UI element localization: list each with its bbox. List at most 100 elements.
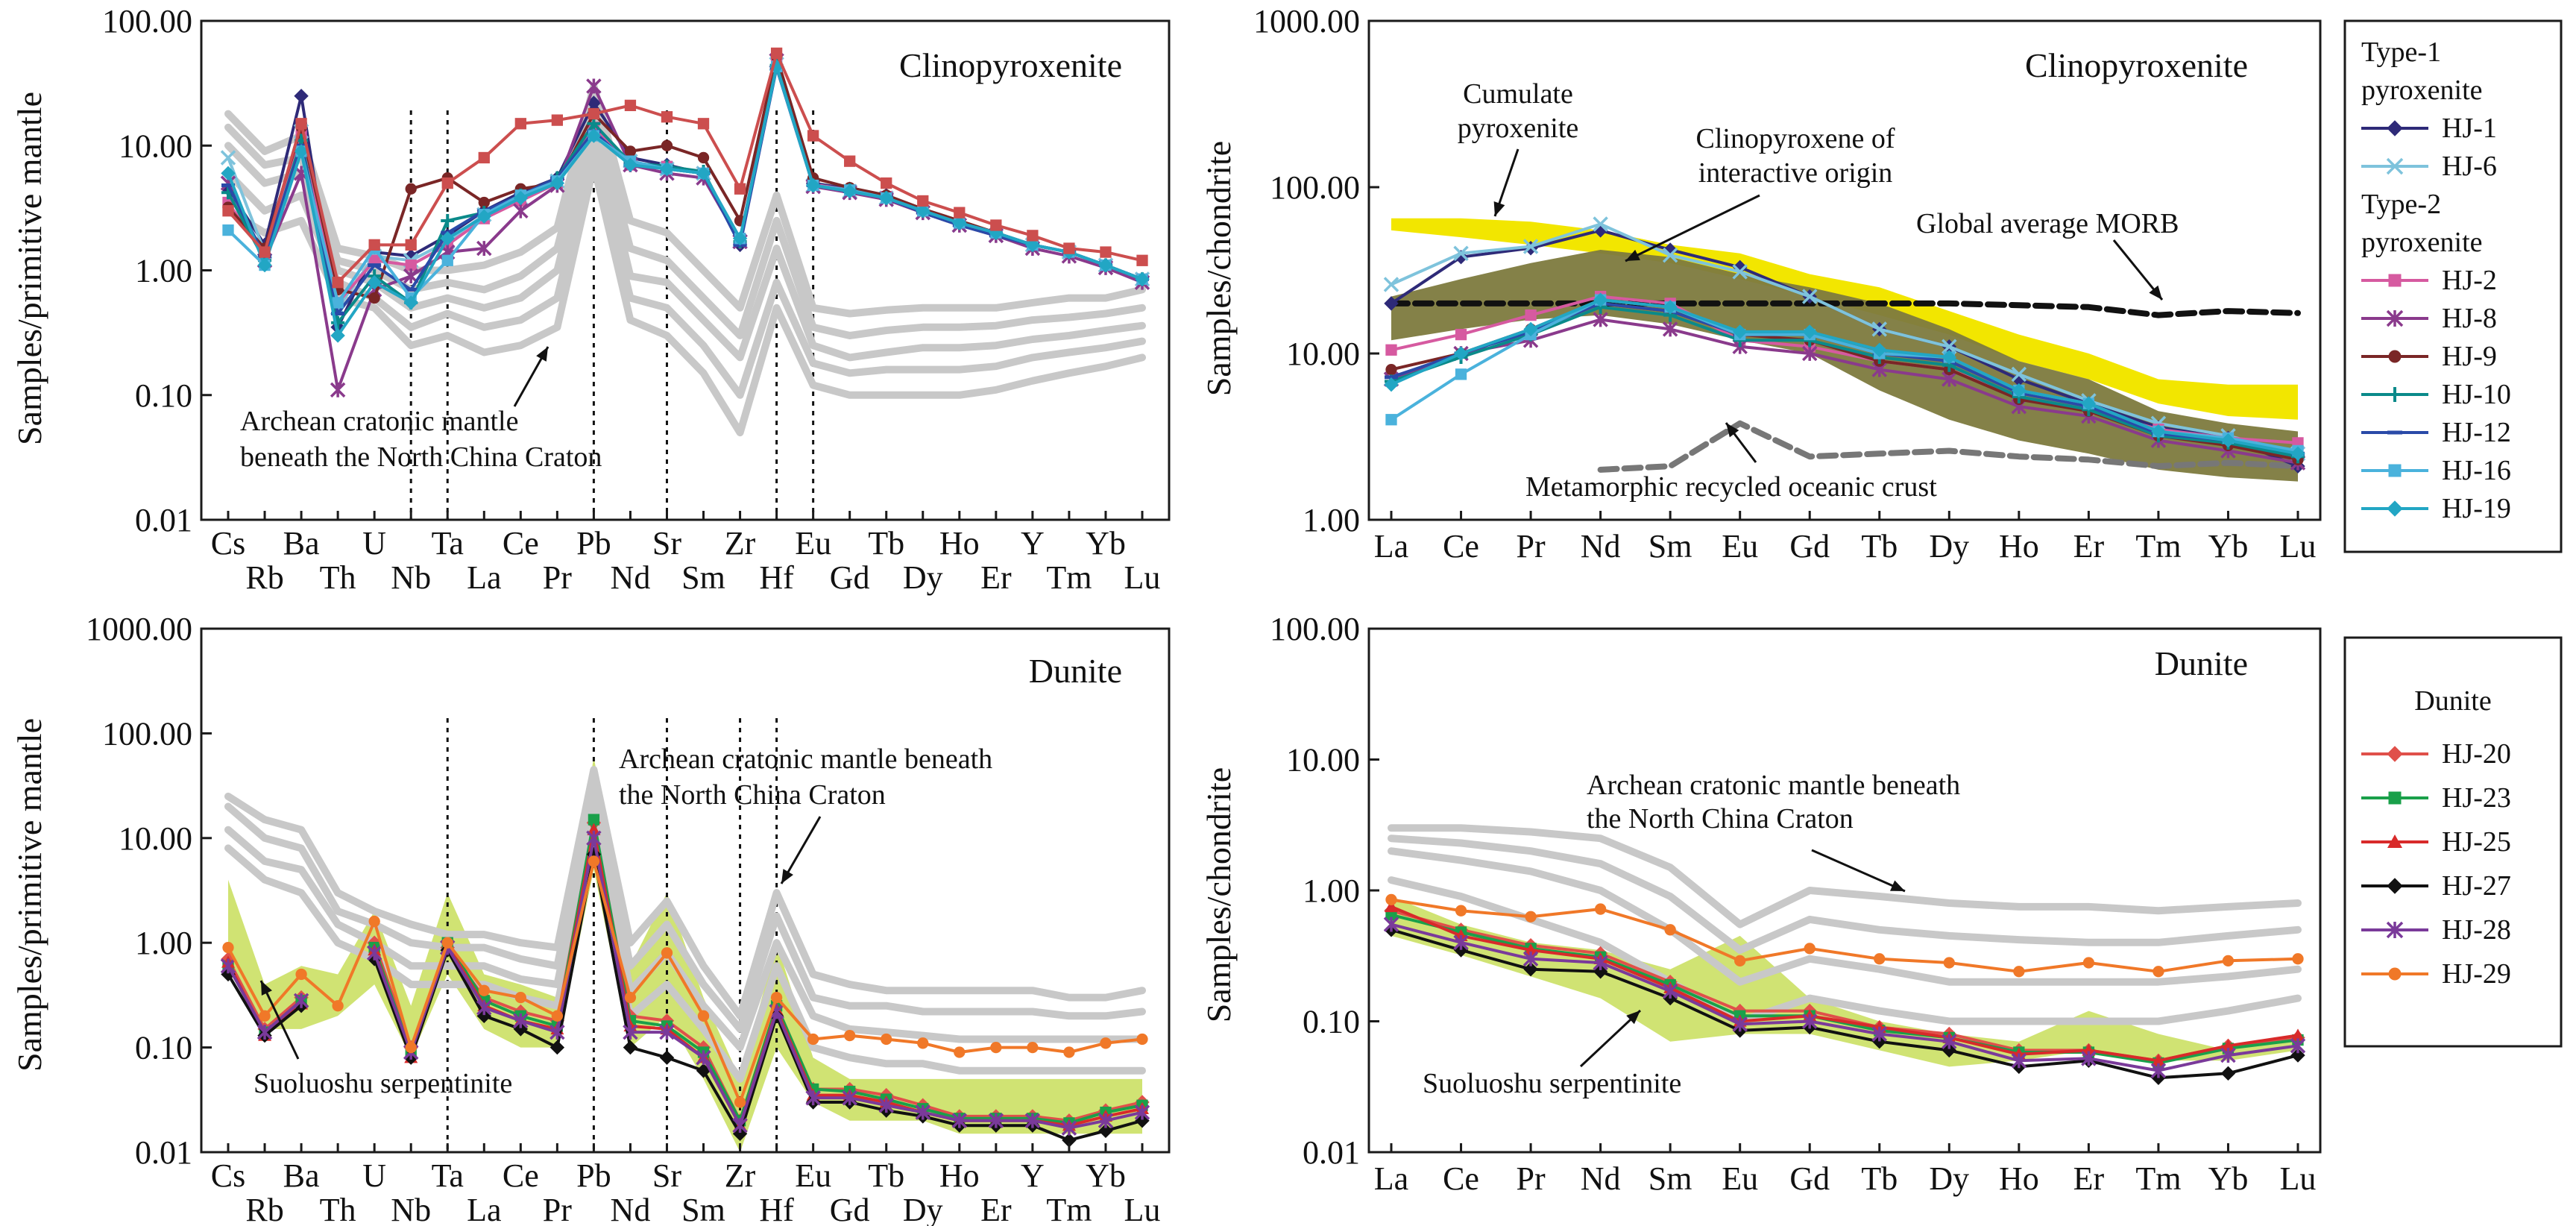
data-point <box>332 297 344 309</box>
data-point <box>659 1050 675 1065</box>
panel-d-chart: 100.00 10.00 1.00 0.10 0.01 La Ce Pr Nd Sm Eu Gd Tb D… <box>1200 611 2322 1197</box>
legend-swatch-marker <box>2387 834 2402 848</box>
y-tick-label: 100.00 <box>1270 611 1360 647</box>
arrow-shaft <box>1625 194 1760 263</box>
legend-item-hj-9: HJ-9 <box>2361 341 2497 372</box>
arrow-shaft <box>1811 849 1906 893</box>
arrow <box>1725 422 1757 463</box>
x-tick-label: La <box>467 1192 501 1226</box>
legend-heading: Dunite <box>2414 685 2491 717</box>
data-point <box>1385 414 1397 426</box>
data-point <box>588 814 600 826</box>
x-tick-label: Lu <box>1124 559 1161 596</box>
y-tick-label: 1000.00 <box>1253 3 1360 40</box>
data-point <box>368 915 380 928</box>
x-tick-label: Pr <box>1517 528 1546 565</box>
data-point <box>2290 1038 2306 1054</box>
x-tick-label: Sm <box>681 559 725 596</box>
reference-line <box>224 104 1146 339</box>
x-tick-label: Pb <box>576 525 611 562</box>
x-tick-label: Nd <box>611 1192 651 1226</box>
data-point <box>1383 917 1399 932</box>
data-point <box>1384 377 1399 392</box>
data-point <box>368 292 380 304</box>
arrow-head <box>536 347 548 362</box>
data-point <box>1063 242 1075 254</box>
x-tick-label: Tb <box>868 1157 904 1194</box>
x-tick-label: Tm <box>1046 559 1092 596</box>
data-point <box>257 257 272 273</box>
x-tick-label: Yb <box>2208 1160 2249 1197</box>
data-point <box>513 203 529 219</box>
legend-swatch-marker <box>2388 967 2402 981</box>
data-point <box>1734 955 1746 966</box>
data-point <box>221 166 236 181</box>
arrow <box>513 346 549 407</box>
data-point <box>586 78 602 94</box>
data-point <box>1453 346 1469 361</box>
legend-swatch-marker <box>2387 120 2403 136</box>
data-point <box>514 118 526 130</box>
data-point <box>1872 342 1887 357</box>
legend-swatch-marker <box>2387 746 2403 762</box>
data-point <box>952 216 967 230</box>
x-tick-label: Sm <box>681 1192 725 1226</box>
data-point <box>330 382 346 398</box>
data-point <box>878 1097 894 1113</box>
y-tick-label: 1000.00 <box>86 611 192 647</box>
x-tick-label: Tm <box>1046 1192 1092 1226</box>
data-point <box>1593 312 1608 327</box>
arrow-shaft <box>259 980 300 1060</box>
data-point <box>294 88 309 104</box>
data-point <box>1942 339 1957 355</box>
data-point <box>881 177 892 189</box>
arrow-head <box>261 981 272 996</box>
data-point <box>1027 1041 1039 1054</box>
data-point <box>1025 237 1040 253</box>
arrow-head <box>1626 1010 1640 1025</box>
x-tick-label: La <box>1374 1160 1408 1197</box>
data-point <box>1594 903 1607 915</box>
x-tick-label: Tm <box>2135 528 2181 565</box>
y-tick-label: 0.01 <box>1303 1134 1360 1171</box>
legend-item-hj-16: HJ-16 <box>2361 455 2511 486</box>
legend-item-hj-23: HJ-23 <box>2361 782 2511 814</box>
cumulate-pyroxenite-field <box>1391 218 2298 420</box>
x-tick-label: Yb <box>2208 528 2249 565</box>
legend-item-hj-1: HJ-1 <box>2361 113 2497 144</box>
legend-frame <box>2343 19 2563 553</box>
series-line <box>1391 913 2299 1065</box>
annotation: Metamorphic recycled oceanic crust <box>1525 471 1937 503</box>
data-point <box>1100 246 1112 258</box>
x-tick-label: Tb <box>868 525 904 562</box>
data-point <box>1593 964 1608 979</box>
y-axis-label: Samples/primitive mantle <box>10 92 48 445</box>
data-point <box>1525 911 1537 922</box>
data-point <box>954 1046 966 1058</box>
data-point <box>661 947 673 959</box>
arrow <box>259 980 300 1060</box>
data-point <box>732 231 748 246</box>
plot-frame <box>1367 19 2322 521</box>
x-tick-label: Ho <box>939 525 980 562</box>
reference-line <box>224 161 1146 437</box>
x-tick-label: Dy <box>1929 1160 1969 1197</box>
data-point <box>332 277 344 289</box>
data-point <box>1943 957 1955 969</box>
x-tick-label: Rb <box>245 559 283 596</box>
legend-item-hj-25: HJ-25 <box>2361 826 2511 858</box>
data-point <box>2221 1039 2235 1051</box>
x-tick-label: Hf <box>759 1192 794 1226</box>
arrow <box>1579 1009 1642 1068</box>
annotation: Archean cratonic mantle <box>240 406 518 437</box>
data-point <box>1871 321 1888 337</box>
y-tick-label: 0.01 <box>135 1134 192 1171</box>
data-point <box>732 1117 748 1134</box>
reference-line <box>1388 824 2302 928</box>
data-point <box>1523 321 1538 337</box>
data-point <box>1098 1113 1114 1128</box>
data-point <box>1098 257 1113 273</box>
legend-item-hj-6: HJ-6 <box>2361 151 2497 182</box>
x-tick-label: Tb <box>1861 1160 1898 1197</box>
legend-item-hj-29: HJ-29 <box>2361 958 2511 990</box>
